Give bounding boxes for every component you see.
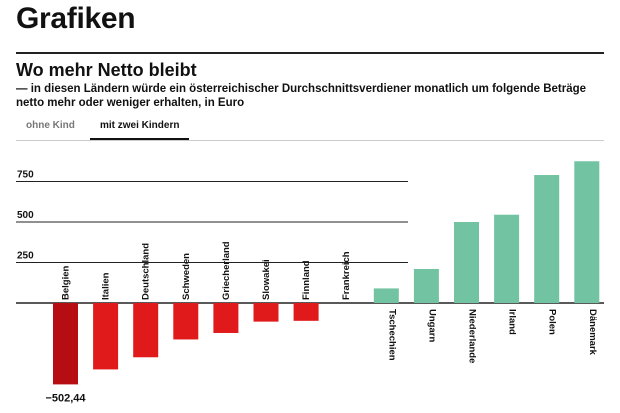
category-label: Belgien: [61, 265, 72, 300]
category-label: Dänemark: [587, 309, 598, 356]
category-label: Italien: [101, 272, 112, 300]
category-label: Tschechien: [386, 309, 397, 361]
title-divider: [16, 52, 604, 54]
bar-schweden: [173, 303, 199, 340]
tab-mit-zwei-kindern[interactable]: mit zwei Kindern: [90, 118, 190, 140]
bar-tschechien: [373, 288, 399, 303]
bar-italien: [93, 303, 119, 370]
bar-niederlande: [454, 222, 479, 303]
y-tick-label: 250: [17, 251, 34, 262]
category-label: Niederlande: [467, 309, 478, 363]
bar-griecherland: [213, 303, 239, 333]
page-title: Grafiken: [16, 2, 136, 35]
bar-ungarn: [413, 268, 439, 303]
chart-subtitle: — in diesen Ländern würde ein österreich…: [16, 83, 587, 109]
data-label: −502,44: [45, 392, 86, 404]
bar-finnland: [293, 303, 319, 321]
y-tick-label: 750: [17, 170, 34, 181]
tab-ohne-kind[interactable]: ohne Kind: [26, 120, 75, 131]
category-label: Polen: [547, 309, 558, 335]
category-label: Slowakei: [261, 259, 272, 300]
chart-title: Wo mehr Netto bleibt: [16, 60, 197, 80]
category-label: Frankreich: [341, 251, 352, 300]
category-label: Schweden: [181, 253, 192, 300]
category-label: Finnland: [301, 260, 312, 300]
category-label: Irland: [507, 309, 518, 335]
category-label: Deutschland: [141, 243, 152, 300]
chart-tabs: ohne Kind mit zwei Kindern: [16, 118, 604, 141]
bar-polen: [534, 175, 560, 303]
bar-slowakei: [253, 303, 279, 322]
bar-deutschland: [133, 303, 159, 358]
category-label: Ungarn: [426, 309, 437, 342]
y-tick-label: 500: [17, 210, 34, 221]
category-label: Griecherland: [221, 241, 232, 300]
bar-irland: [494, 214, 520, 303]
bar-dänemark: [574, 161, 600, 303]
bar-belgien: [53, 303, 78, 385]
